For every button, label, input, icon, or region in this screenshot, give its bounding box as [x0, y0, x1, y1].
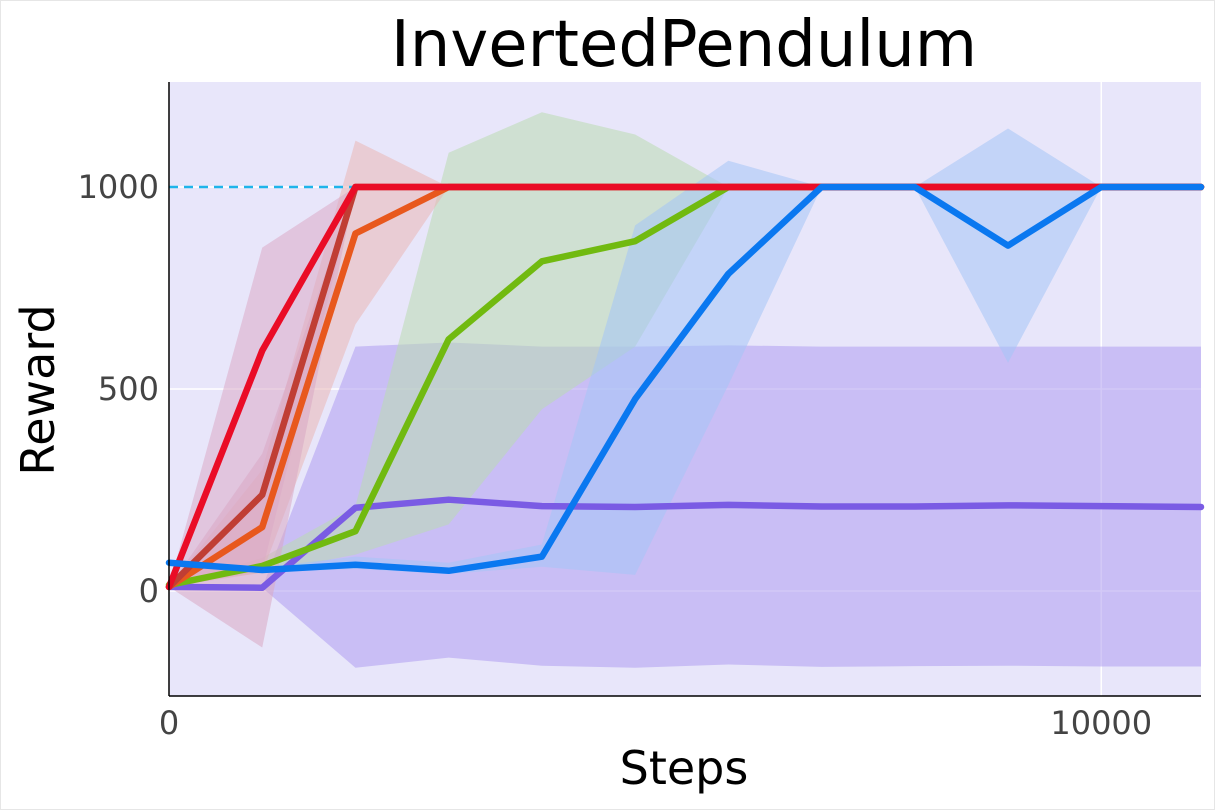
chart-title: InvertedPendulum [391, 8, 977, 82]
y-tick-label: 1000 [78, 168, 159, 206]
series-band-2 [169, 112, 1201, 585]
x-tick-label: 10000 [1050, 704, 1152, 742]
x-axis-label: Steps [620, 741, 749, 795]
y-axis-label: Reward [11, 304, 65, 475]
series-lines [165, 183, 1205, 591]
series-band-6 [169, 128, 1201, 575]
y-tick-label: 0 [139, 572, 159, 610]
series-line-6 [165, 183, 1205, 575]
series-line-5 [165, 183, 1205, 591]
axes [168, 82, 1201, 697]
series-line-1 [165, 496, 1205, 591]
y-tick-label: 500 [98, 370, 159, 408]
x-tick-label: 0 [159, 704, 179, 742]
